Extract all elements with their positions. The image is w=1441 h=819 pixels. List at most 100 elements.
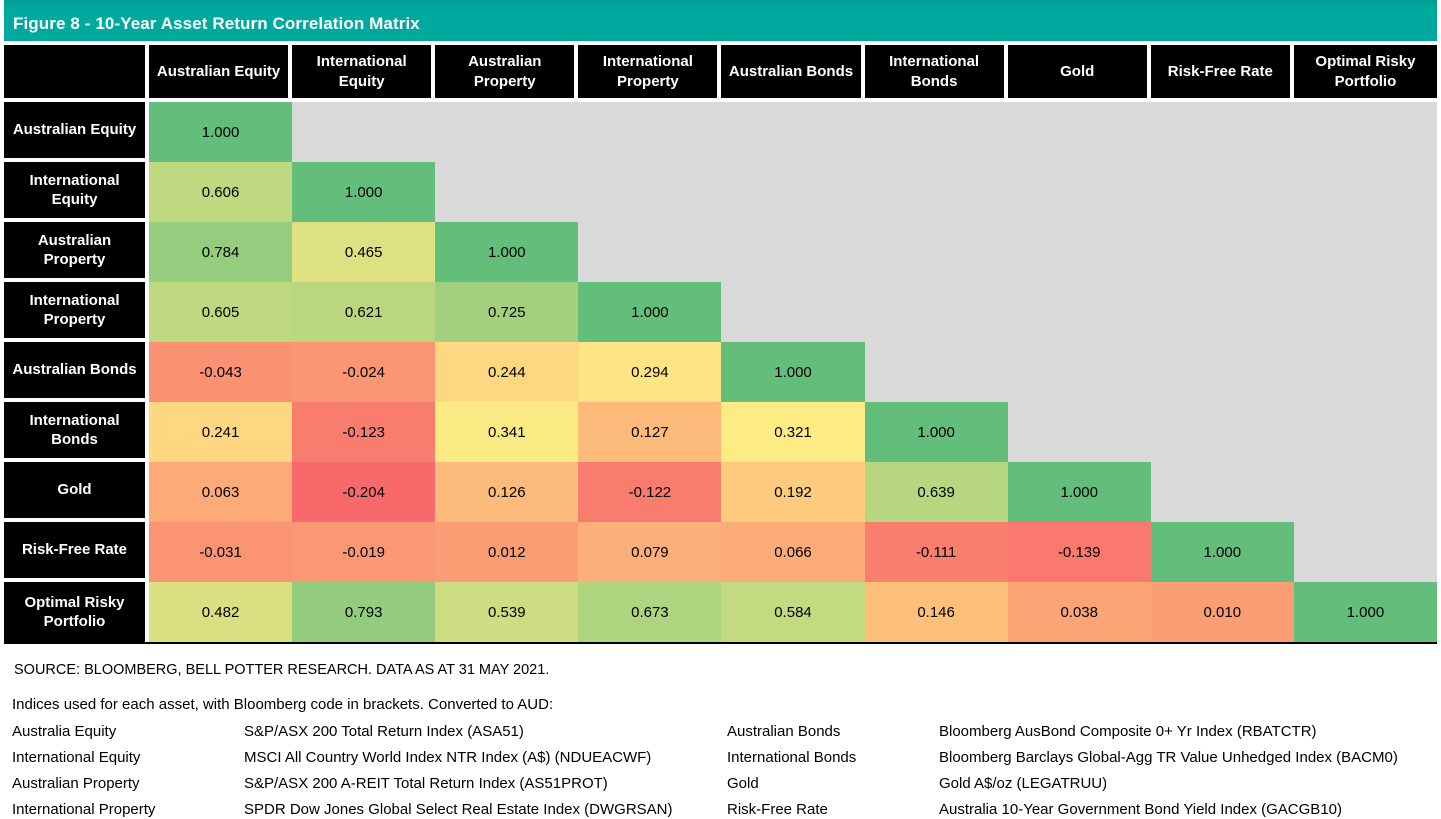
matrix-value-cell: -0.123 <box>292 402 436 462</box>
matrix-empty-cell <box>721 102 865 162</box>
matrix-value-cell: 0.038 <box>1007 582 1151 642</box>
matrix-value-cell: 0.784 <box>149 222 293 282</box>
matrix-empty-cell <box>1293 342 1437 402</box>
matrix-value-cell: 0.012 <box>435 522 579 582</box>
matrix-row-header: Optimal Risky Portfolio <box>4 582 149 642</box>
matrix-value-cell: -0.111 <box>864 522 1008 582</box>
matrix-value-cell: 0.321 <box>721 402 865 462</box>
matrix-value-cell: 1.000 <box>578 282 722 342</box>
matrix-value-cell: 0.606 <box>149 162 293 222</box>
matrix-empty-cell <box>1293 402 1437 462</box>
matrix-empty-cell <box>1007 162 1151 222</box>
matrix-value-cell: 0.639 <box>864 462 1008 522</box>
indices-note: Indices used for each asset, with Bloomb… <box>12 696 554 713</box>
matrix-row-header: Australian Property <box>4 222 149 282</box>
matrix-empty-cell <box>1007 222 1151 282</box>
matrix-empty-cell <box>1293 462 1437 522</box>
legend-index-name: Australia 10-Year Government Bond Yield … <box>939 801 1342 818</box>
matrix-empty-cell <box>1150 342 1294 402</box>
matrix-row-header: Risk-Free Rate <box>4 522 149 582</box>
legend-index-name: S&P/ASX 200 A-REIT Total Return Index (A… <box>244 775 608 792</box>
legend-index-name: SPDR Dow Jones Global Select Real Estate… <box>244 801 673 818</box>
matrix-col-header: International Property <box>578 45 722 102</box>
matrix-empty-cell <box>1293 222 1437 282</box>
matrix-empty-cell <box>1150 162 1294 222</box>
matrix-row-header: International Property <box>4 282 149 342</box>
matrix-empty-cell <box>1150 402 1294 462</box>
matrix-empty-cell <box>1293 102 1437 162</box>
matrix-value-cell: 0.482 <box>149 582 293 642</box>
matrix-value-cell: -0.019 <box>292 522 436 582</box>
matrix-value-cell: 0.066 <box>721 522 865 582</box>
matrix-empty-cell <box>721 282 865 342</box>
matrix-value-cell: -0.043 <box>149 342 293 402</box>
legend-asset-label: Australia Equity <box>12 723 117 740</box>
matrix-value-cell: 0.725 <box>435 282 579 342</box>
indices-legend: Australia Equity S&P/ASX 200 Total Return… <box>12 723 1437 818</box>
matrix-empty-cell <box>1293 162 1437 222</box>
legend-index-name: MSCI All Country World Index NTR Index (… <box>244 749 652 766</box>
matrix-value-cell: 1.000 <box>721 342 865 402</box>
legend-index-name: Bloomberg Barclays Global-Agg TR Value U… <box>939 749 1398 766</box>
matrix-value-cell: 0.294 <box>578 342 722 402</box>
legend-index-name: Gold A$/oz (LEGATRUU) <box>939 775 1108 792</box>
matrix-value-cell: 0.341 <box>435 402 579 462</box>
matrix-empty-cell <box>721 162 865 222</box>
legend-asset-label: International Equity <box>12 749 141 766</box>
matrix-value-cell: -0.024 <box>292 342 436 402</box>
matrix-value-cell: 0.241 <box>149 402 293 462</box>
matrix-empty-cell <box>578 162 722 222</box>
matrix-row-header: International Bonds <box>4 402 149 462</box>
matrix-col-header: Risk-Free Rate <box>1150 45 1294 102</box>
matrix-value-cell: -0.031 <box>149 522 293 582</box>
matrix-value-cell: 1.000 <box>1150 522 1294 582</box>
legend-index-name: Bloomberg AusBond Composite 0+ Yr Index … <box>939 723 1317 740</box>
legend-asset-label: Australian Property <box>12 775 140 792</box>
matrix-empty-cell <box>578 222 722 282</box>
matrix-value-cell: 0.010 <box>1150 582 1294 642</box>
matrix-empty-cell <box>721 222 865 282</box>
legend-asset-label: Risk-Free Rate <box>727 801 828 818</box>
matrix-value-cell: -0.139 <box>1007 522 1151 582</box>
matrix-empty-cell <box>1150 102 1294 162</box>
matrix-empty-cell <box>1007 102 1151 162</box>
correlation-matrix: Australian Equity International Equity Aus… <box>4 45 1437 644</box>
matrix-value-cell: 1.000 <box>292 162 436 222</box>
matrix-value-cell: -0.204 <box>292 462 436 522</box>
matrix-value-cell: 0.793 <box>292 582 436 642</box>
matrix-col-header: Australian Property <box>435 45 579 102</box>
matrix-value-cell: 0.127 <box>578 402 722 462</box>
matrix-empty-cell <box>1150 282 1294 342</box>
matrix-row-header: Australian Bonds <box>4 342 149 402</box>
matrix-value-cell: 0.126 <box>435 462 579 522</box>
legend-asset-label: International Property <box>12 801 156 818</box>
matrix-col-header: Australian Bonds <box>721 45 865 102</box>
matrix-value-cell: 0.465 <box>292 222 436 282</box>
matrix-empty-cell <box>864 102 1008 162</box>
matrix-empty-cell <box>1150 222 1294 282</box>
matrix-value-cell: 1.000 <box>1293 582 1437 642</box>
matrix-value-cell: 0.605 <box>149 282 293 342</box>
matrix-empty-cell <box>864 162 1008 222</box>
legend-asset-label: Australian Bonds <box>727 723 841 740</box>
matrix-empty-cell <box>578 102 722 162</box>
matrix-value-cell: 0.146 <box>864 582 1008 642</box>
figure-title: Figure 8 - 10-Year Asset Return Correlat… <box>13 13 420 33</box>
matrix-empty-cell <box>1007 402 1151 462</box>
matrix-col-header: International Equity <box>292 45 436 102</box>
matrix-empty-cell <box>864 282 1008 342</box>
matrix-value-cell: 0.539 <box>435 582 579 642</box>
matrix-value-cell: 1.000 <box>864 402 1008 462</box>
matrix-empty-cell <box>1293 282 1437 342</box>
matrix-value-cell: 0.192 <box>721 462 865 522</box>
matrix-col-header: Optimal Risky Portfolio <box>1293 45 1437 102</box>
matrix-empty-cell <box>435 102 579 162</box>
matrix-value-cell: 0.244 <box>435 342 579 402</box>
legend-index-name: S&P/ASX 200 Total Return Index (ASA51) <box>244 723 524 740</box>
matrix-empty-cell <box>292 102 436 162</box>
matrix-value-cell: 0.063 <box>149 462 293 522</box>
matrix-value-cell: 1.000 <box>1007 462 1151 522</box>
matrix-empty-cell <box>435 162 579 222</box>
matrix-value-cell: 1.000 <box>149 102 293 162</box>
source-note: SOURCE: BLOOMBERG, BELL POTTER RESEARCH.… <box>14 662 550 678</box>
